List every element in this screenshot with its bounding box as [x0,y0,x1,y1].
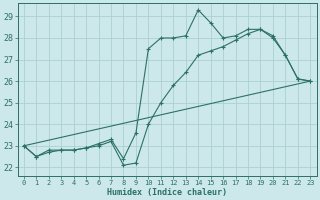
X-axis label: Humidex (Indice chaleur): Humidex (Indice chaleur) [107,188,227,197]
